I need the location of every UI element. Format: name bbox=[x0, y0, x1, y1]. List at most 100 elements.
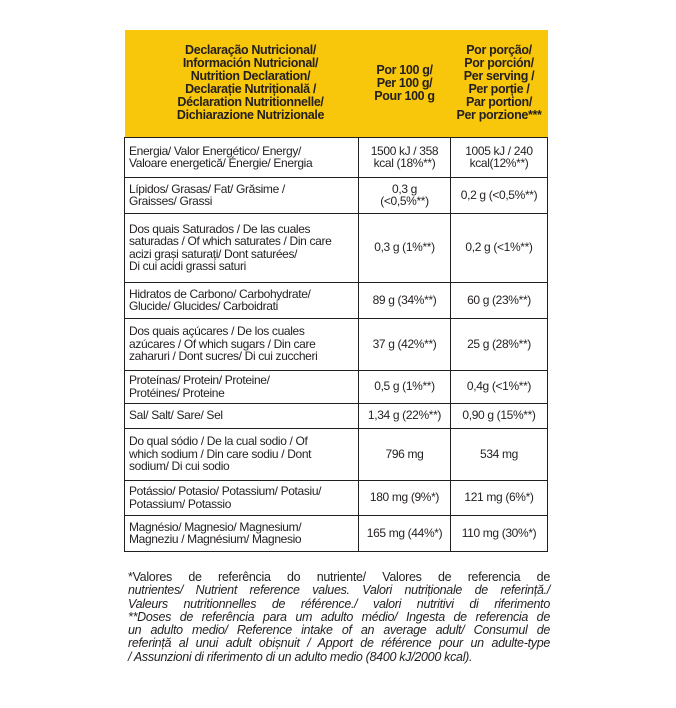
table-cell: Do qual sódio / De la cual sodio / Of whi… bbox=[124, 427, 359, 481]
cell-line: saturadas / Of which saturates / Din car… bbox=[129, 234, 332, 248]
cell-line: 1,34 g (22%**) bbox=[367, 408, 442, 423]
cell-line: 0,3 g bbox=[392, 181, 417, 196]
table-cell: 0,90 g (15%**) bbox=[450, 402, 548, 429]
table-row: Potássio/ Potasio/ Potassium/ Potasiu/Po… bbox=[124, 479, 548, 516]
table-cell: 25 g (28%**) bbox=[450, 317, 548, 371]
table-cell: 0,3 g (1%**) bbox=[358, 212, 451, 283]
table-row: Magnésio/ Magnesio/ Magnesium/Magneziu /… bbox=[124, 514, 548, 552]
footnote-line: *Valores de referência do nutriente/ Val… bbox=[128, 570, 550, 584]
cell-line: 534 mg bbox=[480, 446, 518, 461]
table-cell: 89 g (34%**) bbox=[358, 281, 451, 319]
table-cell: 0,4g (<1%**) bbox=[450, 369, 548, 404]
cell-line: zaharuri / Dont sucres/ Di cui zuccheri bbox=[129, 349, 318, 364]
table-cell: Sal/ Salt/ Sare/ Sel bbox=[124, 402, 359, 429]
cell-line: Protéines/ Proteine bbox=[129, 385, 225, 400]
table-cell: Energia/ Valor Energético/ Energy/Valoar… bbox=[124, 136, 359, 178]
cell-line: Potássio/ Potasio/ Potassium/ Potasiu/ bbox=[129, 484, 322, 498]
header-cell: Declaração Nutricional/Información Nutri… bbox=[124, 30, 359, 137]
cell-line: 1500 kJ / 358 bbox=[370, 143, 439, 158]
table-cell: 0,2 g (<0,5%**) bbox=[450, 176, 548, 214]
cell-line: acizi grași saturați/ Dont saturées/ bbox=[129, 246, 298, 261]
footnote-line: / Assunzioni di riferimento di un adulto… bbox=[128, 649, 473, 664]
table-cell: 165 mg (44%*) bbox=[358, 514, 451, 552]
cell-line: 0,5 g (1%**) bbox=[374, 379, 435, 394]
cell-line: 0,4g (<1%**) bbox=[466, 379, 532, 394]
cell-line: 180 mg (9%*) bbox=[369, 490, 440, 505]
table-row: Dos quais açúcares / De los cuales azúcar… bbox=[124, 317, 548, 371]
header-line: Pour 100 g bbox=[374, 88, 435, 103]
header-line: Declaração Nutricional/ bbox=[185, 43, 316, 58]
footnote-line: Valeurs nutritionnelles de référence./ v… bbox=[128, 596, 550, 611]
table-cell: Proteínas/ Protein/ Proteine/Protéines/ … bbox=[124, 369, 359, 404]
table-row: Hidratos de Carbono/ Carbohydrate/Glucid… bbox=[124, 281, 548, 319]
cell-line: sodium/ Di cui sodio bbox=[129, 459, 230, 474]
nutrition-table: Declaração Nutricional/Información Nutri… bbox=[124, 30, 548, 552]
table-cell: Hidratos de Carbono/ Carbohydrate/Glucid… bbox=[124, 281, 359, 319]
footnote: *Valores de referência do nutriente/ Val… bbox=[128, 570, 550, 664]
cell-line: Magnésio/ Magnesio/ Magnesium/ bbox=[129, 519, 302, 534]
header-line: Par portion/ bbox=[466, 95, 532, 110]
header-line: Información Nutricional/ bbox=[182, 56, 319, 71]
table-cell: 60 g (23%**) bbox=[450, 281, 548, 319]
cell-line: 37 g (42%**) bbox=[372, 336, 437, 351]
table-cell: Dos quais Saturados / De las cuales satur… bbox=[124, 212, 359, 283]
header-row: Declaração Nutricional/Información Nutri… bbox=[124, 30, 548, 137]
table-cell: 534 mg bbox=[450, 427, 548, 481]
table-row: Do qual sódio / De la cual sodio / Of whi… bbox=[124, 427, 548, 481]
footnote-line: **Doses de referência para um adulto méd… bbox=[128, 609, 550, 624]
table-row: Dos quais Saturados / De las cuales satur… bbox=[124, 212, 548, 283]
table-cell: 180 mg (9%*) bbox=[358, 479, 451, 516]
cell-line: Dos quais açúcares / De los cuales bbox=[129, 324, 305, 339]
table-row: Sal/ Salt/ Sare/ Sel 1,34 g (22%**) 0,90 g… bbox=[124, 402, 548, 429]
cell-line: (<0,5%**) bbox=[380, 194, 429, 208]
table-cell: 110 mg (30%*) bbox=[450, 514, 548, 552]
table-cell: 121 mg (6%*) bbox=[450, 479, 548, 516]
cell-line: Glucide/ Glucides/ Carboidrati bbox=[129, 299, 278, 313]
table-row: Proteínas/ Protein/ Proteine/Protéines/ … bbox=[124, 369, 548, 404]
cell-line: Sal/ Salt/ Sare/ Sel bbox=[129, 408, 223, 423]
cell-line: Valoare energetică/ Énergie/ Energia bbox=[129, 156, 313, 170]
table-cell: 0,3 g (<0,5%**) bbox=[358, 176, 451, 214]
cell-line: 796 mg bbox=[385, 446, 424, 461]
table-cell: Potássio/ Potasio/ Potassium/ Potasiu/Po… bbox=[124, 479, 359, 516]
table-cell: 796 mg bbox=[358, 427, 451, 481]
cell-line: 121 mg (6%*) bbox=[464, 490, 534, 505]
header-line: Dichiarazione Nutrizionale bbox=[176, 108, 325, 123]
header-line: Déclaration Nutritionnelle/ bbox=[177, 95, 324, 110]
table-cell: 1,34 g (22%**) bbox=[358, 402, 451, 429]
cell-line: Do qual sódio / De la cual sodio / Of bbox=[129, 434, 308, 449]
cell-line: 110 mg (30%*) bbox=[461, 525, 537, 540]
table-row: Lípidos/ Grasas/ Fat/ Grăsime / Graisses/… bbox=[124, 176, 548, 214]
table-cell: 0,5 g (1%**) bbox=[358, 369, 451, 404]
header-line: Por porção/ bbox=[466, 43, 532, 58]
header-line: Por 100 g/ bbox=[376, 62, 433, 77]
table-cell: Lípidos/ Grasas/ Fat/ Grăsime / Graisses/… bbox=[124, 176, 359, 214]
header-cell: Por 100 g/Per 100 g/Pour 100 g bbox=[358, 30, 451, 137]
cell-line: 0,90 g (15%**) bbox=[462, 408, 536, 423]
cell-line: azúcares / Of which sugars / Din care bbox=[129, 336, 316, 351]
cell-line: Magneziu / Magnésium/ Magnesio bbox=[129, 532, 302, 546]
footnote-line: referință al unui adult obișnuit / Appor… bbox=[128, 636, 550, 651]
cell-line: 60 g (23%**) bbox=[467, 292, 531, 307]
cell-line: Energia/ Valor Energético/ Energy/ bbox=[129, 143, 301, 158]
header-line: Nutrition Declaration/ bbox=[190, 69, 311, 84]
cell-line: 0,2 g (<1%**) bbox=[465, 240, 533, 255]
table-row: Energia/ Valor Energético/ Energy/Valoar… bbox=[124, 136, 548, 178]
header-line: Per 100 g/ bbox=[376, 75, 433, 90]
table-cell: Dos quais açúcares / De los cuales azúcar… bbox=[124, 317, 359, 371]
table-cell: 37 g (42%**) bbox=[358, 317, 451, 371]
cell-line: kcal (18%**) bbox=[373, 156, 436, 170]
cell-line: Potassium/ Potassio bbox=[129, 496, 232, 511]
header-line: Per porzione*** bbox=[456, 108, 542, 123]
cell-line: 165 mg (44%*) bbox=[366, 525, 443, 540]
cell-line: Hidratos de Carbono/ Carbohydrate/ bbox=[129, 286, 311, 301]
footnote-line: nutrientes/ Nutrient reference values. V… bbox=[128, 583, 550, 598]
table-cell: 0,2 g (<1%**) bbox=[450, 212, 548, 283]
cell-line: Lípidos/ Grasas/ Fat/ Grăsime / bbox=[129, 181, 285, 196]
header-line: Declarație Nutrițională / bbox=[185, 82, 316, 97]
header-line: Per porție / bbox=[468, 82, 530, 97]
table-cell: 1500 kJ / 358 kcal (18%**) bbox=[358, 136, 451, 178]
cell-line: 0,2 g (<0,5%**) bbox=[460, 187, 538, 202]
header-line: Por porción/ bbox=[464, 56, 534, 71]
